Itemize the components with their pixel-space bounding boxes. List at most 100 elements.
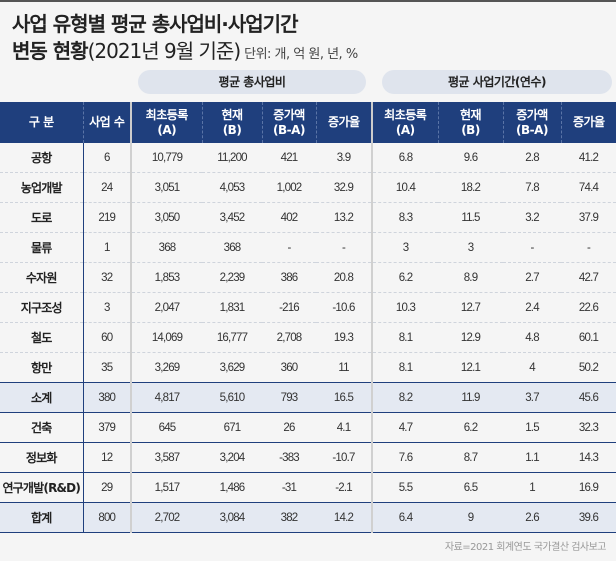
table-cell: 35 xyxy=(83,352,131,383)
table-cell: 4,817 xyxy=(130,382,202,413)
table-cell: 8.1 xyxy=(371,352,438,383)
table-cell: 2.8 xyxy=(503,143,561,173)
table-cell: 11,200 xyxy=(202,143,262,173)
table-cell: 41.2 xyxy=(561,143,616,173)
table-cell: 39.6 xyxy=(561,502,616,533)
table-cell: 2,239 xyxy=(202,262,262,293)
table-cell: 9 xyxy=(438,502,503,533)
table-cell: 3,084 xyxy=(202,502,262,533)
table-cell: 8.2 xyxy=(371,382,438,413)
table-cell: 10,779 xyxy=(130,143,202,173)
table-cell: 3.7 xyxy=(503,382,561,413)
table-row: 물류 1 368 368- -3 3- - xyxy=(0,232,616,263)
row-label: 정보화 xyxy=(0,442,84,473)
table-cell: 1 xyxy=(83,232,131,263)
table-cell: 13.2 xyxy=(316,202,372,233)
table-cell: 1.5 xyxy=(503,412,561,443)
table-cell: - xyxy=(561,232,616,263)
table-cell: 5.5 xyxy=(371,472,438,503)
row-label: 지구조성 xyxy=(0,292,84,323)
table-cell: 1,486 xyxy=(202,472,262,503)
table-cell: 2,708 xyxy=(262,322,316,353)
column-header: 현재 (B) xyxy=(201,102,262,143)
row-label: 공항 xyxy=(0,143,84,173)
top-border xyxy=(0,0,616,2)
table-cell: 50.2 xyxy=(561,352,616,383)
group-label-period: 평균 사업기간(연수) xyxy=(382,70,612,94)
table-cell: 4.1 xyxy=(316,412,372,443)
table-cell: 3,051 xyxy=(130,172,202,203)
table-cell: 14,069 xyxy=(130,322,202,353)
unit-note: 단위: 개, 억 원, 년, % xyxy=(244,47,358,62)
row-label: 수자원 xyxy=(0,262,84,293)
table-cell: 32.3 xyxy=(561,412,616,443)
table-cell: 11 xyxy=(316,352,372,383)
table-cell: 1,831 xyxy=(202,292,262,323)
table-row: 농업개발 24 3,051 4,053 1,002 32.9 10.4 18.2 7.8 74.4 xyxy=(0,172,616,203)
header-row: 구 분 사업 수 최초등록 (A) 현재 (B) 증가액 (B-A) 증가율 최초등록 (A… xyxy=(0,102,616,143)
table-cell: 10.4 xyxy=(371,172,438,203)
table-cell: 6.4 xyxy=(371,502,438,533)
table-cell: 1,002 xyxy=(262,172,316,203)
column-header: 증가율 xyxy=(560,102,616,143)
table-cell: 45.6 xyxy=(561,382,616,413)
table-cell: 4.8 xyxy=(503,322,561,353)
table-cell: 379 xyxy=(83,412,131,443)
table-cell: 368 xyxy=(202,232,262,263)
table-cell: 14.2 xyxy=(316,502,372,533)
table-cell: 386 xyxy=(262,262,316,293)
table-cell: 3 xyxy=(371,232,438,263)
table-cell: 11.9 xyxy=(438,382,503,413)
table-cell: 4.7 xyxy=(371,412,438,443)
table-cell: 8.7 xyxy=(438,442,503,473)
table-cell: -10.7 xyxy=(316,442,372,473)
table-cell: 16.9 xyxy=(561,472,616,503)
table-cell: 3,452 xyxy=(202,202,262,233)
table-row: 공항 6 10,779 11,200 421 3.9 6.8 9.6 2.8 41.2 xyxy=(0,143,616,173)
table-row: 철도 60 14,069 16,777 2,708 19.3 8.1 12.9 4.8 60.1 xyxy=(0,322,616,353)
row-label: 건축 xyxy=(0,412,84,443)
table-row: 연구개발(R&D) 29 1,517 1,486 -31 -2.1 5.5 6.5 1 16.9 xyxy=(0,472,616,503)
table-cell: 6 xyxy=(83,143,131,173)
column-header: 현재 (B) xyxy=(437,102,503,143)
table-cell: 6.2 xyxy=(438,412,503,443)
table-cell: 11.5 xyxy=(438,202,503,233)
row-label: 물류 xyxy=(0,232,84,263)
table-cell: 8.9 xyxy=(438,262,503,293)
table-cell: -216 xyxy=(262,292,316,323)
subtitle-date: (2021년 9월 기준) xyxy=(87,39,242,63)
table-cell: 8.3 xyxy=(371,202,438,233)
table-cell: 402 xyxy=(262,202,316,233)
row-label: 연구개발(R&D) xyxy=(0,472,84,503)
table-cell: 3 xyxy=(83,292,131,323)
column-header: 증가액 (B-A) xyxy=(502,102,561,143)
table-cell: 14.3 xyxy=(561,442,616,473)
row-label: 소계 xyxy=(0,382,84,413)
table-cell: -2.1 xyxy=(316,472,372,503)
table-cell: 793 xyxy=(262,382,316,413)
table-cell: 3.2 xyxy=(503,202,561,233)
table-cell: 26 xyxy=(262,412,316,443)
table-cell: - xyxy=(503,232,561,263)
table-cell: 380 xyxy=(83,382,131,413)
table-row: 정보화 12 3,587 3,204 -383 -10.7 7.6 8.7 1.1 14.3 xyxy=(0,442,616,473)
table-cell: 3,204 xyxy=(202,442,262,473)
table-cell: 368 xyxy=(130,232,202,263)
table-cell: 2.6 xyxy=(503,502,561,533)
table-cell: 1 xyxy=(503,472,561,503)
table-cell: - xyxy=(316,232,372,263)
data-table: 구 분 사업 수 최초등록 (A) 현재 (B) 증가액 (B-A) 증가율 최초등록 (A… xyxy=(0,102,616,533)
table-cell: 6.5 xyxy=(438,472,503,503)
table-row: 건축 379 645 671 26 4.1 4.7 6.2 1.5 32.3 xyxy=(0,412,616,443)
row-label: 항만 xyxy=(0,352,84,383)
page-subtitle: 변동 현황(2021년 9월 기준) 단위: 개, 억 원, 년, % xyxy=(12,35,358,64)
table-cell: 74.4 xyxy=(561,172,616,203)
table-row: 합계 800 2,702 3,084 382 14.2 6.4 9 2.6 39.6 xyxy=(0,502,616,533)
table-cell: 219 xyxy=(83,202,131,233)
table-cell: -31 xyxy=(262,472,316,503)
table-cell: -383 xyxy=(262,442,316,473)
table-row: 수자원 32 1,853 2,239 386 20.8 6.2 8.9 2.7 42.7 xyxy=(0,262,616,293)
group-label-cost: 평균 총사업비 xyxy=(138,70,366,94)
subtitle-bold: 변동 현황 xyxy=(12,39,89,63)
table-cell: 24 xyxy=(83,172,131,203)
